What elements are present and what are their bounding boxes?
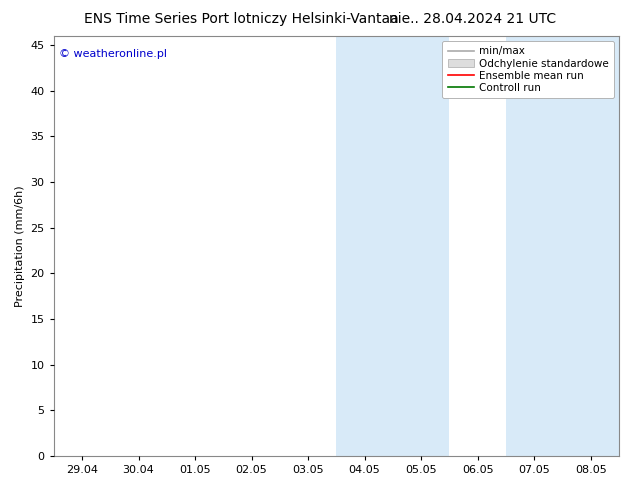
Text: © weatheronline.pl: © weatheronline.pl [60, 49, 167, 59]
Bar [506, 36, 619, 456]
Y-axis label: Precipitation (mm/6h): Precipitation (mm/6h) [15, 185, 25, 307]
Legend: min/max, Odchylenie standardowe, Ensemble mean run, Controll run: min/max, Odchylenie standardowe, Ensembl… [443, 41, 614, 98]
Text: ENS Time Series Port lotniczy Helsinki-Vantaa: ENS Time Series Port lotniczy Helsinki-V… [84, 12, 398, 26]
Bar [337, 36, 450, 456]
Text: nie.. 28.04.2024 21 UTC: nie.. 28.04.2024 21 UTC [389, 12, 556, 26]
